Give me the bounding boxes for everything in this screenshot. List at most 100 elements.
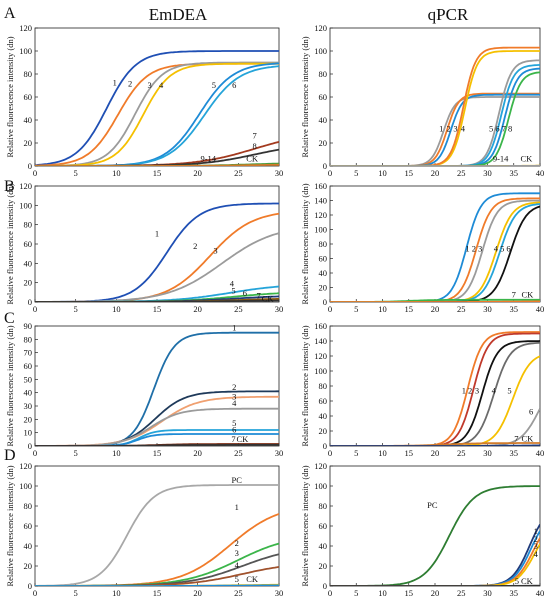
y-tick-label: 60 [24,239,33,249]
y-tick-label: 120 [19,23,32,33]
x-tick-label: 40 [536,588,545,598]
y-tick-label: 60 [24,521,33,531]
y-tick-label: 100 [19,46,32,56]
curve-label: 9-14 [493,153,509,163]
plot-frame [34,27,280,167]
x-tick-label: 30 [483,304,492,314]
chart-C-qpcr: 0 5 10 15 20 25 30 35 40020406080100120140160Rel… [300,321,544,458]
y-tick-label: 80 [24,220,33,230]
y-tick-label: 80 [24,501,33,511]
y-tick-label: 140 [314,336,327,346]
series-line-7 [330,442,540,446]
x-tick-label: 15 [405,304,414,314]
y-tick-label: 40 [24,388,33,398]
x-tick-label: 0 [328,304,332,314]
x-tick-label: 15 [405,588,414,598]
curve-label: 4 [230,279,235,289]
curve-label: 2 [468,386,472,396]
column-title-emdea: EmDEA [149,5,208,24]
x-tick-label: 15 [153,588,162,598]
y-tick-label: 80 [24,69,33,79]
curve-label: 1 [232,323,236,333]
series-line-7 [330,67,540,166]
curve-label: CK [262,294,275,304]
x-tick-label: 35 [510,448,519,458]
series-line-6 [330,205,540,302]
x-tick-label: 25 [457,168,466,178]
y-tick-label: 60 [24,92,33,102]
curve-label: 1 [113,78,117,88]
y-tick-label: 120 [314,351,327,361]
x-tick-label: 30 [275,588,284,598]
y-tick-label: 20 [24,561,33,571]
x-tick-label: 30 [275,448,284,458]
x-tick-label: 40 [536,304,545,314]
series-line-CK [330,444,540,446]
x-tick-label: 5 [74,304,78,314]
x-tick-label: 15 [153,168,162,178]
series-line-5 [330,59,540,166]
series-line-PC [35,484,279,586]
x-tick-label: 15 [153,448,162,458]
series-line-5 [35,429,279,446]
series-line-6 [35,433,279,446]
x-tick-label: 25 [457,588,466,598]
curve-label: 7 [257,290,261,300]
y-tick-label: 60 [24,361,33,371]
x-tick-label: 20 [431,304,440,314]
y-tick-label: 60 [319,521,328,531]
y-tick-label: 0 [28,441,32,451]
curve-label: 5 [489,124,493,134]
y-tick-label: 20 [319,426,328,436]
curve-label: 5 [515,576,519,586]
series-line-2 [35,542,279,586]
x-tick-label: 0 [328,168,332,178]
curve-label: 3 [235,548,239,558]
series-line-1 [330,524,540,586]
row-letter-b: B [4,178,15,195]
y-tick-label: 120 [314,23,327,33]
x-tick-label: 15 [405,448,414,458]
curve-label: CK [246,153,259,163]
chart-D-qpcr: 0 5 10 15 20 25 30 35 40020406080100120Relative … [300,461,544,598]
y-tick-label: 70 [24,348,33,358]
y-tick-label: 140 [314,196,327,206]
curve-label: 4 [159,80,164,90]
x-tick-label: 10 [378,168,387,178]
series-line-CK [35,443,279,446]
curve-label: 2 [232,382,236,392]
x-tick-label: 10 [112,588,121,598]
y-tick-label: 90 [24,321,33,331]
y-tick-label: 0 [323,161,327,171]
curve-label: 3 [453,124,457,134]
series-line-4b [330,46,540,166]
curve-label: 5 [500,243,504,253]
chart-A-qpcr: 0 5 10 15 20 25 30 35 40020406080100120Relative … [300,23,544,178]
series-line-4 [330,50,540,166]
y-tick-label: 40 [24,541,33,551]
curve-label: 2 [534,534,538,544]
y-tick-label: 80 [24,334,33,344]
y-tick-label: 50 [24,374,33,384]
series-line-5 [330,355,540,446]
curve-label: 7 [512,290,516,300]
x-tick-label: 0 [33,588,37,598]
curve-label: 7 [514,434,518,444]
x-tick-label: 20 [431,168,440,178]
x-tick-label: 20 [193,168,202,178]
y-tick-label: 120 [314,461,327,471]
curve-label: 1 [462,386,466,396]
series-line-3 [35,61,279,166]
y-tick-label: 40 [319,541,328,551]
plot-frame [329,465,541,587]
y-tick-label: 0 [323,297,327,307]
y-tick-label: 20 [319,561,328,571]
column-title-qpcr: qPCR [428,5,469,24]
curve-label: 9-14 [200,153,216,163]
x-tick-label: 5 [354,168,358,178]
curve-label: 5 [235,574,239,584]
y-tick-label: 80 [319,69,328,79]
curve-label: 3 [478,243,482,253]
